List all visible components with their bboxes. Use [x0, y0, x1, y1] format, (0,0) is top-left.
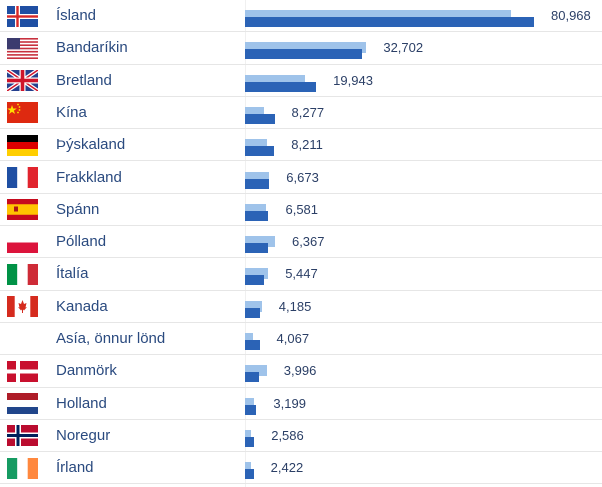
chart-row: Bandaríkin 32,702 — [0, 32, 602, 65]
bar-current — [245, 469, 254, 480]
bar-current — [245, 113, 275, 124]
category-label: Asía, önnur lönd — [56, 330, 166, 347]
italy-flag-icon — [7, 263, 38, 285]
category-label: Noregur — [56, 426, 111, 444]
category-label: Þýskaland — [56, 136, 126, 154]
value-label: 5,447 — [285, 266, 318, 282]
bar-current — [245, 81, 317, 92]
bar-current — [245, 178, 269, 189]
bar-current — [245, 49, 362, 60]
chart-row: Kanada 4,185 — [0, 291, 602, 323]
chart-row: Ísland 80,968 — [0, 0, 602, 33]
poland-flag-icon — [7, 231, 38, 253]
chart-row: Frakkland 6,673 — [0, 162, 602, 194]
denmark-flag-icon — [7, 360, 38, 382]
bar-current — [245, 275, 265, 286]
uk-flag-icon — [7, 70, 38, 92]
bar-current — [245, 340, 260, 350]
bar-current — [245, 307, 260, 318]
bar-prev — [245, 365, 267, 377]
category-label: Bandaríkin — [56, 39, 128, 57]
value-label: 6,367 — [291, 234, 325, 250]
value-label: 2,422 — [270, 460, 304, 476]
bar-prev — [245, 203, 267, 215]
china-flag-icon — [7, 102, 38, 124]
category-label: Holland — [56, 394, 107, 412]
bar-prev — [245, 333, 253, 344]
category-label: Kína — [56, 103, 87, 121]
chart-row: Pólland 6,367 — [0, 226, 602, 259]
canada-flag-icon — [7, 296, 38, 318]
bar-prev — [245, 74, 306, 86]
value-label: 8,277 — [291, 104, 325, 120]
spain-flag-icon — [7, 199, 38, 221]
category-label: Bretland — [56, 71, 112, 89]
value-label: 4,067 — [276, 331, 310, 346]
bar-prev — [245, 236, 275, 248]
bar-prev — [245, 139, 267, 151]
bar-prev — [245, 462, 252, 474]
value-label: 3,199 — [273, 395, 306, 411]
norway-flag-icon — [7, 425, 38, 447]
chart-row: Írland 2,422 — [0, 452, 602, 485]
value-label: 6,581 — [285, 201, 319, 217]
value-label: 6,673 — [286, 169, 319, 185]
chart-row: Asía, önnur lönd 4,067 — [0, 323, 602, 356]
category-label: Ítalía — [56, 265, 89, 283]
usa-flag-icon — [7, 37, 38, 59]
value-label: 4,185 — [278, 298, 312, 314]
bar-current — [245, 372, 260, 383]
bar-prev — [245, 300, 262, 312]
france-flag-icon — [7, 167, 38, 188]
bar-prev — [245, 397, 254, 409]
bar-current — [245, 404, 257, 415]
category-label: Danmörk — [56, 362, 117, 380]
bar-prev — [245, 10, 511, 21]
category-label: Pólland — [56, 233, 107, 251]
chart-row: Kína 8,277 — [0, 97, 602, 130]
ireland-flag-icon — [7, 457, 38, 479]
chart-row: Spánn 6,581 — [0, 194, 602, 227]
bar-prev — [245, 42, 367, 54]
category-label: Írland — [56, 459, 94, 477]
chart-row: Danmörk 3,996 — [0, 355, 602, 388]
value-label: 80,968 — [551, 8, 591, 23]
value-label: 2,586 — [271, 427, 304, 443]
bar-current — [245, 146, 275, 157]
chart-row: Ítalía 5,447 — [0, 258, 602, 291]
germany-flag-icon — [7, 134, 38, 156]
bar-current — [245, 436, 255, 447]
iceland-flag-icon — [7, 5, 38, 27]
chart-row: Bretland 19,943 — [0, 65, 602, 97]
bar-current — [245, 243, 268, 254]
category-label: Kanada — [56, 297, 108, 315]
category-label: Spánn — [56, 200, 100, 218]
value-label: 8,211 — [291, 137, 323, 153]
category-label: Frakkland — [56, 168, 122, 186]
bar-prev — [245, 429, 252, 441]
category-label: Ísland — [56, 7, 97, 24]
value-label: 32,702 — [383, 40, 424, 56]
bar-current — [245, 210, 269, 221]
netherlands-flag-icon — [7, 393, 38, 415]
chart-row: Holland 3,199 — [0, 388, 602, 420]
value-label: 19,943 — [333, 72, 373, 88]
value-label: 3,996 — [283, 363, 317, 379]
chart-row: Noregur 2,586 — [0, 420, 602, 453]
bar-prev — [245, 106, 264, 118]
bar-prev — [245, 171, 270, 183]
chart-row: Þýskaland 8,211 — [0, 129, 602, 162]
bar-prev — [245, 268, 269, 280]
bar-current — [245, 17, 534, 27]
